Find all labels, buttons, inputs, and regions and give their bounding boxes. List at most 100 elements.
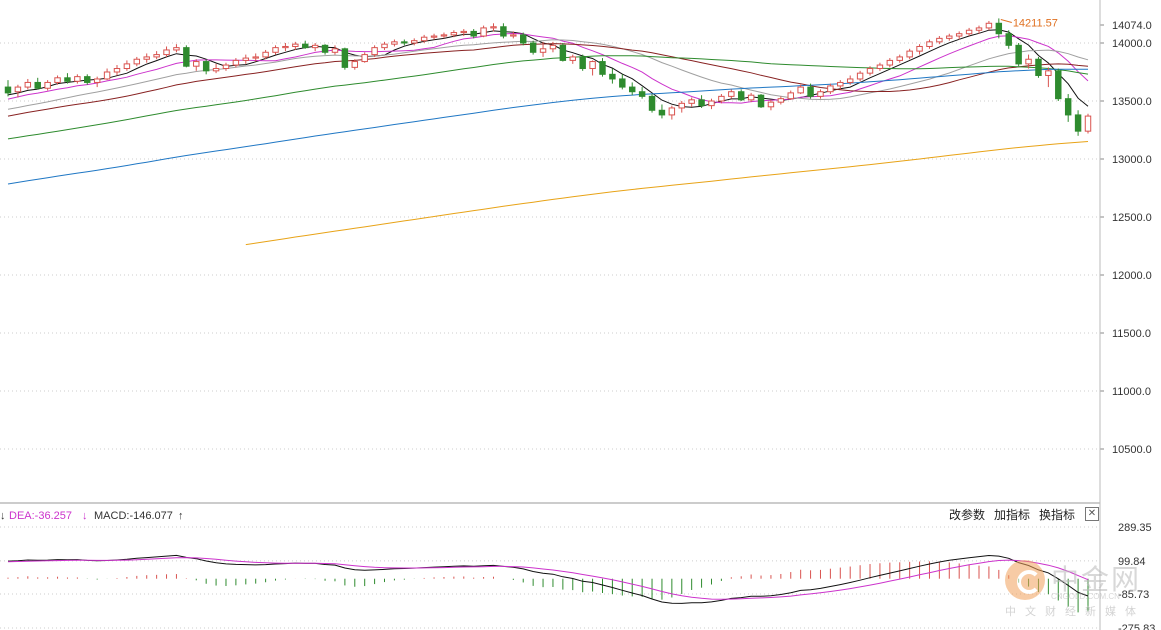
candle-up [103, 71, 111, 80]
candle-down [529, 42, 537, 53]
price-tick-label: 12000.0 [1112, 270, 1152, 282]
candle-up [589, 61, 596, 70]
ma-line-30 [7, 43, 1089, 117]
candle-up [173, 47, 180, 51]
annotation-pointer [1000, 18, 1012, 23]
candle-down [698, 99, 705, 107]
candle-up [1084, 115, 1092, 132]
macd-value: MACD:-146.077 [94, 510, 173, 522]
candle-up [569, 56, 576, 61]
candle-up [797, 86, 804, 94]
candle-up [846, 78, 854, 83]
candle-up [440, 34, 448, 37]
macd-tick-label: -85.73 [1118, 589, 1149, 601]
candle-up [272, 47, 279, 53]
candle-down [302, 43, 309, 49]
dea-line [7, 557, 1089, 600]
candle-up [113, 68, 121, 73]
switch-indicator-button[interactable]: 换指标 [1039, 508, 1076, 522]
candle-up [163, 49, 170, 56]
candle-down [559, 44, 567, 61]
ma-line-20 [7, 39, 1089, 110]
candle-up [946, 35, 953, 39]
candle-up [14, 86, 22, 93]
candle-down [4, 86, 12, 94]
candle-up [381, 43, 388, 49]
candle-up [747, 94, 755, 101]
candle-up [936, 37, 943, 43]
candle-up [678, 102, 685, 109]
macd-tick-label: -275.83 [1118, 623, 1155, 630]
candle-down [183, 47, 190, 67]
candle-up [539, 48, 547, 53]
candle-up [896, 56, 903, 61]
candle-down [34, 81, 41, 89]
candle-up [93, 78, 101, 83]
candle-up [311, 44, 319, 49]
candle-up [411, 40, 418, 44]
peak-annotation: 14211.57 [1000, 17, 1058, 29]
candle-down [737, 91, 745, 101]
candle-down [341, 48, 349, 68]
candle-up [391, 41, 398, 45]
candle-down [658, 109, 666, 116]
candle-up [827, 85, 834, 93]
candle-up [153, 54, 160, 58]
candle-up [420, 36, 428, 42]
price-tick-label: 13000.0 [1112, 154, 1152, 166]
candle-up [728, 91, 735, 97]
price-tick-label: 13500.0 [1112, 96, 1152, 108]
candlesticks [4, 18, 1092, 136]
watermark: 中金网 CNGOLD.COM.CN 中文财经新媒体 [1003, 558, 1153, 624]
dea-value: DEA:-36.257 [9, 510, 72, 522]
edit-params-button[interactable]: 改参数 [949, 508, 986, 522]
candle-up [876, 64, 884, 70]
macd-grid [0, 526, 1100, 629]
candle-down [648, 95, 656, 111]
candle-up [777, 98, 785, 103]
candle-down [470, 30, 477, 37]
candle-up [767, 101, 775, 108]
candle-down [321, 44, 329, 53]
candle-up [54, 77, 61, 83]
candle-down [599, 61, 606, 75]
peak-annotation-label: 14211.57 [1013, 17, 1058, 29]
candle-down [757, 94, 765, 108]
candle-up [242, 57, 250, 61]
candle-down [638, 91, 646, 97]
macd-legend: ↓ DEA:-36.257 ↓ MACD:-146.077 ↑ [0, 510, 184, 522]
candle-up [282, 45, 289, 49]
price-axis: 14000.0 13500.0 13000.0 12500.0 12000.0 11500… [1100, 20, 1152, 456]
candle-up [143, 56, 150, 60]
price-grid [0, 42, 1100, 450]
candle-up [787, 92, 794, 100]
candle-up [133, 58, 141, 65]
candle-down [628, 86, 636, 93]
price-tick-label: 12500.0 [1112, 212, 1152, 224]
candle-up [193, 61, 200, 67]
candle-up [252, 56, 259, 59]
candle-up [1045, 70, 1052, 76]
watermark-brand: 中金网 [1051, 563, 1142, 596]
add-indicator-button[interactable]: 加指标 [994, 508, 1031, 522]
candle-down [1055, 70, 1062, 100]
candle-up [668, 107, 676, 116]
candle-up [817, 91, 824, 97]
candle-up [232, 59, 240, 66]
candle-up [708, 100, 715, 107]
moving-average-lines [7, 29, 1089, 246]
price-tick-label: 11500.0 [1112, 328, 1151, 340]
candle-up [866, 68, 874, 74]
macd-lines [7, 554, 1089, 604]
candle-up [837, 81, 844, 87]
candle-up [74, 76, 81, 82]
close-indicator-button[interactable]: ✕ [1085, 507, 1099, 521]
watermark-subtitle: 中文财经新媒体 [1005, 605, 1145, 618]
price-tick-label: 11000.0 [1112, 386, 1151, 398]
candle-up [212, 68, 220, 72]
candle-up [955, 33, 963, 37]
candle-up [222, 64, 230, 70]
candle-down [995, 22, 1003, 35]
candle-up [549, 44, 557, 50]
candle-up [262, 51, 269, 58]
